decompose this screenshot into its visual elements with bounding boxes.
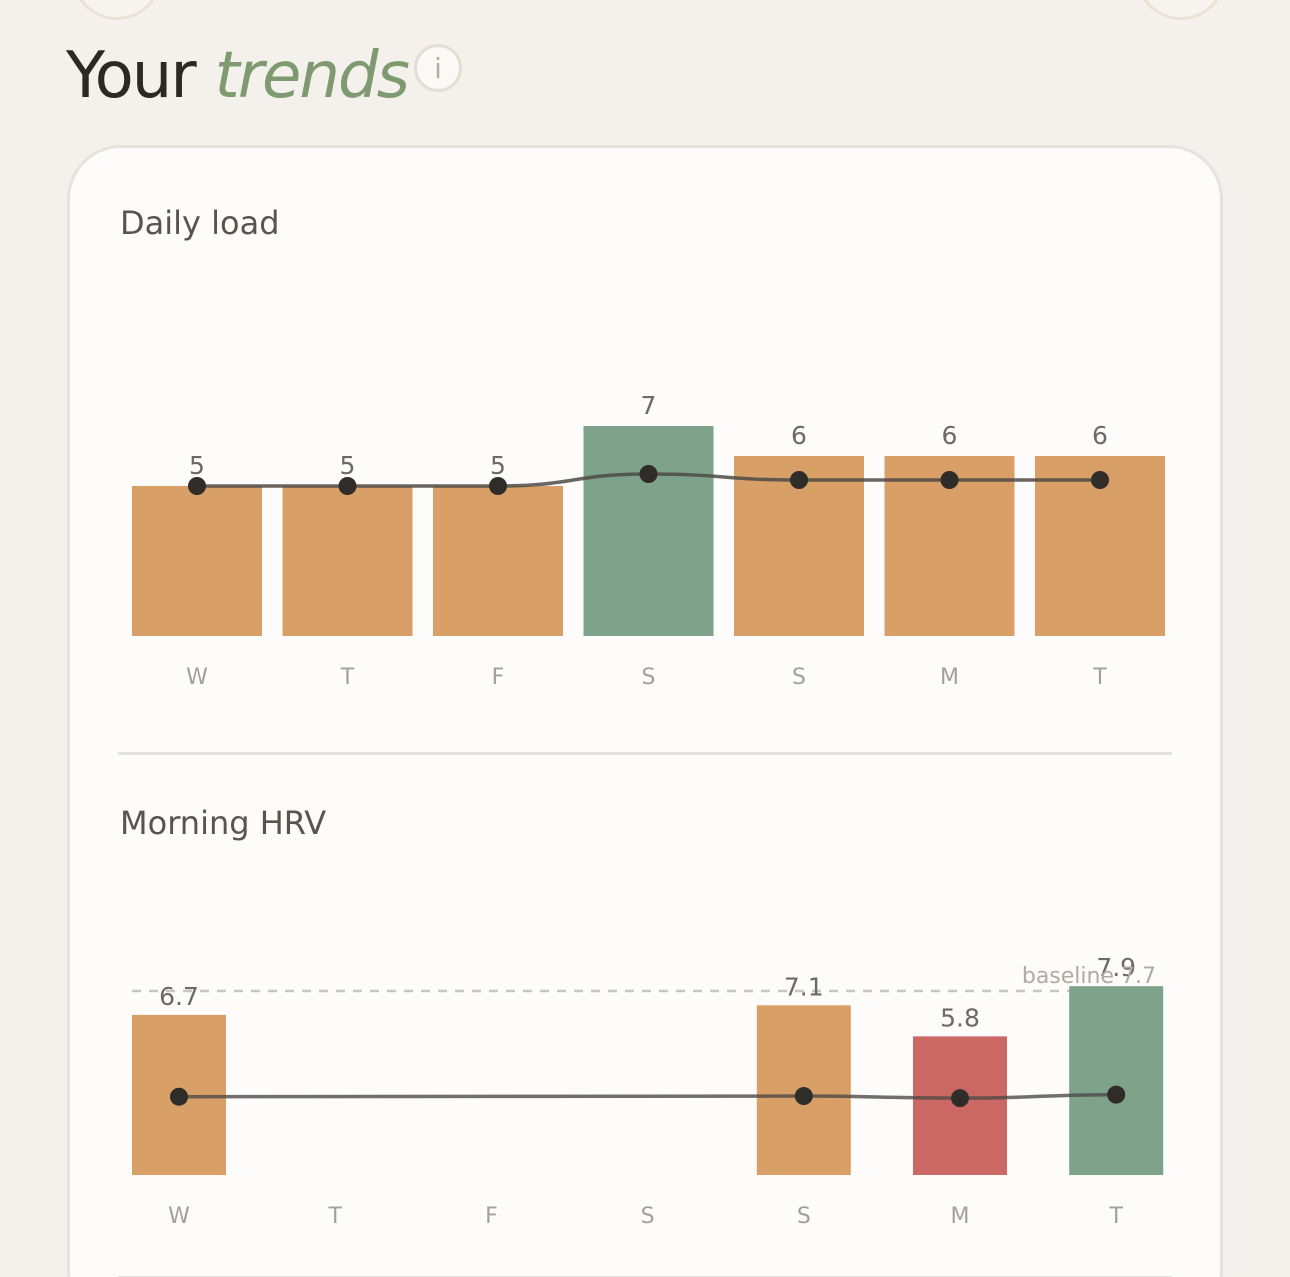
load-value-label: 6: [1092, 421, 1108, 450]
load-day-label: T: [340, 665, 355, 690]
page-title: Your trends: [66, 36, 410, 116]
profile-button[interactable]: [1136, 0, 1226, 20]
load-value-label: 6: [791, 421, 807, 450]
load-value-label: 7: [641, 391, 657, 420]
daily-load-chart: 5 W 5 T 5 F 7 S 6 S 6 M 6 T: [132, 391, 1165, 690]
hrv-value-label: 5.8: [940, 1003, 980, 1032]
load-bar[interactable]: [583, 426, 714, 636]
load-trend-point: [489, 477, 507, 495]
hrv-trend-point: [170, 1087, 188, 1106]
load-trend-point: [338, 477, 357, 495]
hrv-trend-point: [951, 1089, 969, 1108]
load-value-label: 5: [340, 451, 356, 480]
hrv-day-label: M: [951, 1204, 970, 1229]
hrv-day-label: F: [485, 1204, 498, 1229]
load-trend-point: [940, 471, 959, 489]
load-value-label: 5: [490, 451, 506, 480]
load-value-label: 5: [189, 451, 205, 480]
load-day-label: T: [1092, 665, 1107, 690]
hrv-trend-point: [1107, 1085, 1126, 1104]
load-value-label: 6: [942, 421, 958, 450]
section-divider: [118, 752, 1172, 755]
page-title-plain: Your: [66, 39, 197, 113]
info-icon[interactable]: i: [414, 44, 462, 92]
hrv-value-label: 7.9: [1096, 953, 1136, 982]
load-bar[interactable]: [282, 486, 413, 636]
load-trend-point: [790, 471, 808, 489]
back-button[interactable]: [72, 0, 162, 20]
hrv-day-label: T: [327, 1204, 342, 1229]
hrv-value-label: 7.1: [784, 972, 824, 1001]
load-day-label: W: [186, 665, 208, 690]
hrv-day-label: W: [168, 1204, 190, 1229]
morning-hrv-title: Morning HRV: [120, 804, 327, 842]
page-title-accent: trends: [214, 39, 410, 113]
load-bar[interactable]: [433, 486, 563, 636]
load-day-label: S: [642, 665, 656, 690]
load-trend-point: [1091, 471, 1109, 489]
load-day-label: F: [492, 665, 505, 690]
load-day-label: S: [792, 665, 806, 690]
load-trend-point: [639, 465, 658, 483]
daily-load-title: Daily load: [120, 204, 280, 242]
hrv-value-label: 6.7: [159, 982, 199, 1011]
hrv-trend-point: [794, 1087, 813, 1106]
load-bar[interactable]: [132, 486, 262, 636]
hrv-day-label: S: [797, 1204, 811, 1229]
hrv-baseline-label: baseline 7.7: [1022, 964, 1156, 989]
hrv-day-label: T: [1108, 1204, 1123, 1229]
hrv-day-label: S: [641, 1204, 655, 1229]
trends-card: Daily load 5 W 5 T 5 F 7 S 6 S 6 M 6 T Morning HRV 6.…: [67, 145, 1223, 1277]
hrv-bar[interactable]: [1069, 986, 1164, 1175]
load-trend-point: [188, 477, 206, 495]
load-day-label: M: [940, 665, 959, 690]
